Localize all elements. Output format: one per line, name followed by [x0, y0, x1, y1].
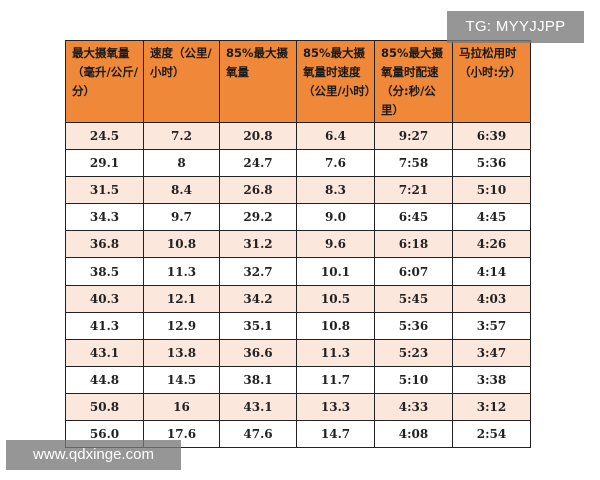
table-cell: 8.3: [296, 176, 375, 205]
table-cell: 38.5: [65, 257, 144, 286]
table-cell: 8.4: [143, 176, 220, 205]
table-cell: 47.6: [219, 420, 297, 449]
table-row: 43.1 13.8 36.6 11.3 5:23 3:47: [65, 338, 531, 367]
table-cell: 29.1: [65, 149, 144, 178]
table-cell: 29.2: [219, 203, 297, 232]
table-row: 36.8 10.8 31.2 9.6 6:18 4:26: [65, 230, 531, 259]
table-cell: 43.1: [219, 392, 297, 422]
table-cell: 5:36: [452, 149, 531, 178]
table-row: 41.3 12.9 35.1 10.8 5:36 3:57: [65, 311, 531, 340]
table-cell: 6:45: [374, 203, 453, 232]
table-cell: 12.1: [143, 284, 220, 313]
table-row: 29.1 8 24.7 7.6 7:58 5:36: [65, 149, 531, 178]
table-cell: 4:03: [452, 284, 531, 313]
table-cell: 3:57: [452, 311, 531, 340]
table-cell: 14.5: [143, 365, 220, 394]
table-row: 50.8 16 43.1 13.3 4:33 3:12: [65, 392, 531, 422]
table-cell: 7.6: [296, 149, 375, 178]
table-cell: 12.9: [143, 311, 220, 340]
table-cell: 16: [143, 392, 220, 422]
header-85-vo2: 85%最大摄氧量: [219, 40, 297, 123]
header-max-vo2: 最大摄氧量（毫升/公斤/分）: [65, 40, 144, 123]
table-cell: 4:33: [374, 392, 453, 422]
table-cell: 5:10: [452, 176, 531, 205]
table-cell: 20.8: [219, 121, 297, 151]
table-cell: 40.3: [65, 284, 144, 313]
table-cell: 4:14: [452, 257, 531, 286]
table-cell: 34.2: [219, 284, 297, 313]
table-row: 24.5 7.2 20.8 6.4 9:27 6:39: [65, 121, 531, 151]
table-row: 34.3 9.7 29.2 9.0 6:45 4:45: [65, 203, 531, 232]
table-cell: 36.6: [219, 338, 297, 367]
table-cell: 6:39: [452, 121, 531, 151]
table-cell: 4:08: [374, 420, 453, 449]
table-cell: 10.8: [296, 311, 375, 340]
table-cell: 24.7: [219, 149, 297, 178]
table-cell: 38.1: [219, 365, 297, 394]
table-cell: 6.4: [296, 121, 375, 151]
table-cell: 10.1: [296, 257, 375, 286]
table-cell: 6:18: [374, 230, 453, 259]
table-cell: 26.8: [219, 176, 297, 205]
table-cell: 6:07: [374, 257, 453, 286]
table-cell: 7.2: [143, 121, 220, 151]
data-table: 最大摄氧量（毫升/公斤/分） 速度（公里/小时） 85%最大摄氧量 85%最大摄…: [65, 40, 531, 449]
table-cell: 10.8: [143, 230, 220, 259]
table-cell: 35.1: [219, 311, 297, 340]
table-row: 31.5 8.4 26.8 8.3 7:21 5:10: [65, 176, 531, 205]
table-cell: 41.3: [65, 311, 144, 340]
table-cell: 5:23: [374, 338, 453, 367]
table-cell: 4:45: [452, 203, 531, 232]
header-row: 最大摄氧量（毫升/公斤/分） 速度（公里/小时） 85%最大摄氧量 85%最大摄…: [65, 40, 531, 123]
header-marathon-time: 马拉松用时（小时:分）: [452, 40, 531, 123]
table-cell: 3:38: [452, 365, 531, 394]
table-cell: 5:45: [374, 284, 453, 313]
table-row: 44.8 14.5 38.1 11.7 5:10 3:38: [65, 365, 531, 394]
table-cell: 10.5: [296, 284, 375, 313]
table-cell: 3:12: [452, 392, 531, 422]
table-cell: 2:54: [452, 420, 531, 449]
table-cell: 5:10: [374, 365, 453, 394]
table-cell: 8: [143, 149, 220, 178]
table-cell: 14.7: [296, 420, 375, 449]
table-cell: 24.5: [65, 121, 144, 151]
table-cell: 4:26: [452, 230, 531, 259]
header-speed: 速度（公里/小时）: [143, 40, 220, 123]
table-cell: 32.7: [219, 257, 297, 286]
table-cell: 36.8: [65, 230, 144, 259]
table-cell: 3:47: [452, 338, 531, 367]
table-body: 24.5 7.2 20.8 6.4 9:27 6:39 29.1 8 24.7 7.6 7:58 5:…: [65, 121, 531, 449]
table-cell: 50.8: [65, 392, 144, 422]
table-cell: 5:36: [374, 311, 453, 340]
table-cell: 9.6: [296, 230, 375, 259]
watermark-top: TG: MYYJJPP: [447, 11, 584, 43]
table-cell: 44.8: [65, 365, 144, 394]
table-cell: 34.3: [65, 203, 144, 232]
table-cell: 9:27: [374, 121, 453, 151]
table-cell: 9.7: [143, 203, 220, 232]
table-cell: 11.3: [296, 338, 375, 367]
header-85-speed: 85%最大摄氧量时速度（公里/小时）: [296, 40, 376, 123]
table-cell: 11.3: [143, 257, 220, 286]
header-85-pace: 85%最大摄氧量时配速（分:秒/公里）: [374, 40, 453, 123]
table-cell: 13.8: [143, 338, 220, 367]
table-cell: 31.5: [65, 176, 144, 205]
vo2max-marathon-table: 最大摄氧量（毫升/公斤/分） 速度（公里/小时） 85%最大摄氧量 85%最大摄…: [65, 40, 531, 449]
table-cell: 11.7: [296, 365, 375, 394]
table-cell: 31.2: [219, 230, 297, 259]
table-cell: 7:21: [374, 176, 453, 205]
watermark-bottom: www.qdxinge.com: [6, 440, 181, 470]
table-cell: 7:58: [374, 149, 453, 178]
table-cell: 43.1: [65, 338, 144, 367]
table-row: 40.3 12.1 34.2 10.5 5:45 4:03: [65, 284, 531, 313]
table-cell: 9.0: [296, 203, 375, 232]
table-row: 38.5 11.3 32.7 10.1 6:07 4:14: [65, 257, 531, 286]
table-cell: 13.3: [296, 392, 375, 422]
